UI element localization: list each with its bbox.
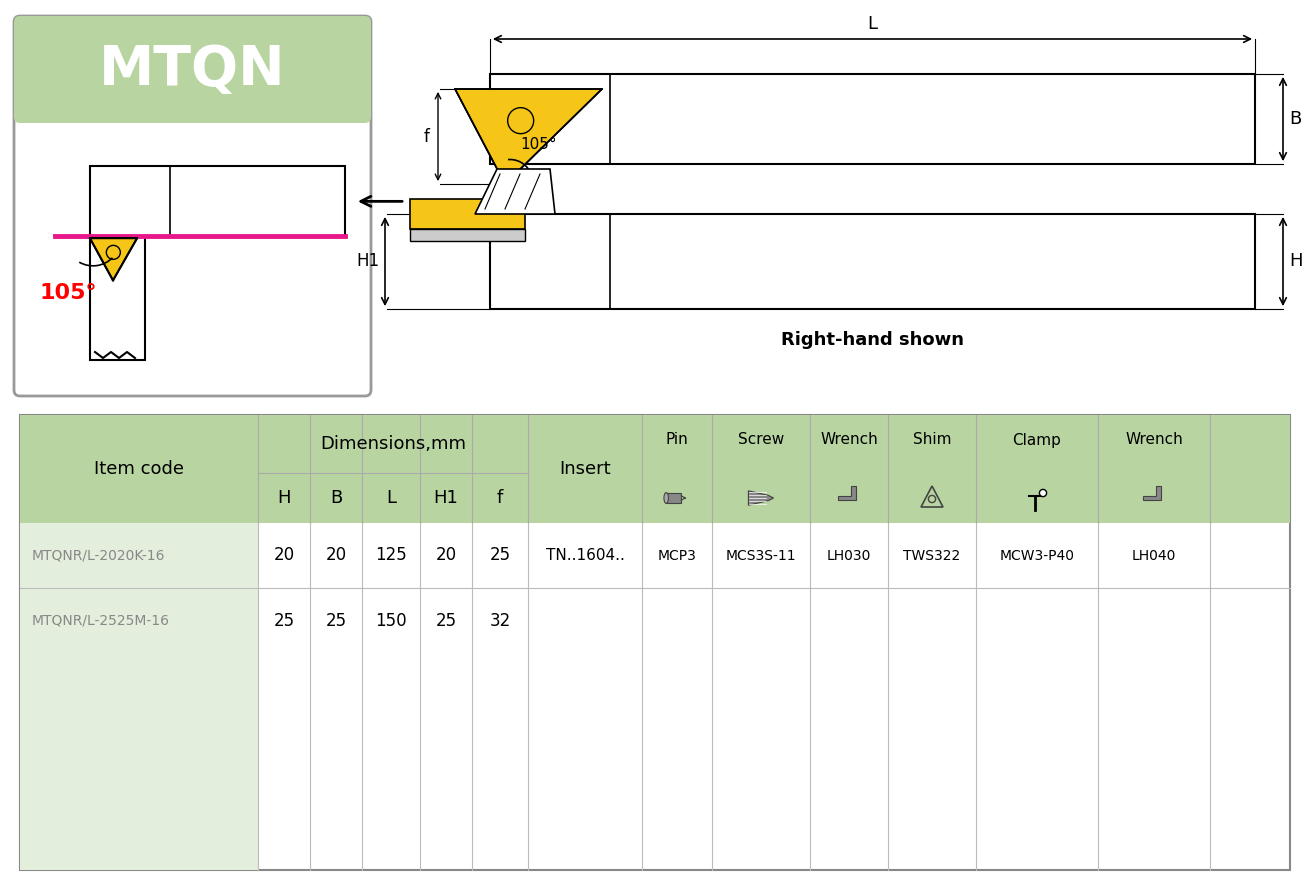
Text: Shim: Shim bbox=[912, 433, 952, 447]
Bar bbox=[490, 74, 1255, 164]
Text: Wrench: Wrench bbox=[1126, 433, 1183, 447]
Bar bbox=[20, 415, 1289, 870]
Text: B: B bbox=[1289, 110, 1301, 128]
Polygon shape bbox=[838, 486, 856, 500]
Text: MTQNR/L-2020K-16: MTQNR/L-2020K-16 bbox=[31, 549, 165, 563]
Text: 25: 25 bbox=[436, 612, 457, 629]
Polygon shape bbox=[456, 89, 602, 184]
Bar bbox=[20, 415, 1289, 523]
Text: MCW3-P40: MCW3-P40 bbox=[1000, 549, 1075, 563]
Text: Pin: Pin bbox=[665, 433, 689, 447]
Bar bbox=[666, 493, 681, 503]
Text: H: H bbox=[1289, 253, 1302, 270]
Text: 25: 25 bbox=[490, 546, 511, 565]
Text: L: L bbox=[868, 15, 877, 33]
Bar bbox=[90, 236, 145, 360]
Bar bbox=[410, 199, 525, 229]
Bar bbox=[410, 229, 525, 241]
Text: Dimensions,mm: Dimensions,mm bbox=[319, 435, 466, 453]
Text: MTQN: MTQN bbox=[99, 43, 285, 96]
Text: H1: H1 bbox=[433, 489, 458, 507]
Text: 20: 20 bbox=[274, 546, 295, 565]
Text: Insert: Insert bbox=[559, 460, 611, 478]
Text: 32: 32 bbox=[490, 612, 511, 629]
Text: Screw: Screw bbox=[738, 433, 784, 447]
Bar bbox=[20, 523, 258, 870]
Text: B: B bbox=[330, 489, 342, 507]
Text: 150: 150 bbox=[376, 612, 407, 629]
Text: MCP3: MCP3 bbox=[657, 549, 696, 563]
Text: 20: 20 bbox=[326, 546, 347, 565]
Text: f: f bbox=[424, 128, 429, 145]
FancyBboxPatch shape bbox=[14, 16, 370, 396]
Text: Wrench: Wrench bbox=[821, 433, 878, 447]
Text: 105°: 105° bbox=[520, 137, 556, 152]
Text: 25: 25 bbox=[274, 612, 295, 629]
Text: Clamp: Clamp bbox=[1013, 433, 1062, 447]
Text: Right-hand shown: Right-hand shown bbox=[781, 331, 963, 349]
FancyBboxPatch shape bbox=[14, 16, 370, 123]
Ellipse shape bbox=[664, 493, 669, 503]
Polygon shape bbox=[90, 239, 137, 281]
Bar bbox=[26, 70, 359, 117]
Text: LH030: LH030 bbox=[827, 549, 872, 563]
Text: 125: 125 bbox=[376, 546, 407, 565]
Text: H1: H1 bbox=[356, 253, 380, 270]
Text: MCS3S-11: MCS3S-11 bbox=[725, 549, 796, 563]
Polygon shape bbox=[475, 169, 555, 214]
Text: 20: 20 bbox=[436, 546, 457, 565]
Bar bbox=[90, 166, 346, 236]
Text: TN..1604..: TN..1604.. bbox=[546, 548, 624, 563]
Polygon shape bbox=[749, 491, 774, 505]
Text: LH040: LH040 bbox=[1132, 549, 1177, 563]
Text: Item code: Item code bbox=[94, 460, 185, 478]
Text: 105°: 105° bbox=[41, 283, 98, 303]
Polygon shape bbox=[1143, 486, 1161, 500]
Circle shape bbox=[1039, 489, 1047, 496]
Text: TWS322: TWS322 bbox=[903, 549, 961, 563]
Text: f: f bbox=[497, 489, 503, 507]
Text: 25: 25 bbox=[326, 612, 347, 629]
Text: L: L bbox=[386, 489, 397, 507]
Text: H: H bbox=[278, 489, 291, 507]
Bar bbox=[490, 214, 1255, 309]
Text: MTQNR/L-2525M-16: MTQNR/L-2525M-16 bbox=[31, 614, 170, 628]
